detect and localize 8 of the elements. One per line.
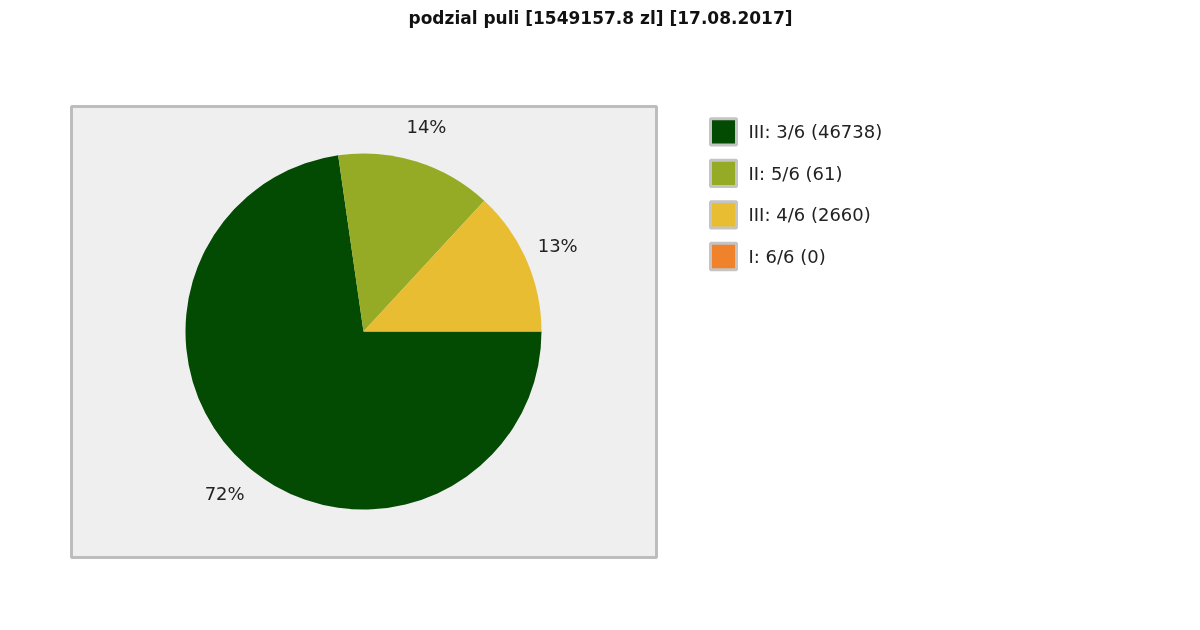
data-label: 14% — [406, 115, 447, 137]
legend-label: III: 3/6 (46738) — [748, 121, 883, 143]
data-label: 72% — [204, 483, 245, 505]
legend-label: II: 5/6 (61) — [748, 162, 843, 184]
data-label: 13% — [537, 234, 578, 256]
legend-label: III: 4/6 (2660) — [748, 204, 871, 226]
chart-title: podzial puli [1549157.8 zl] [17.08.2017] — [408, 7, 793, 28]
legend-label: I: 6/6 (0) — [748, 246, 826, 267]
